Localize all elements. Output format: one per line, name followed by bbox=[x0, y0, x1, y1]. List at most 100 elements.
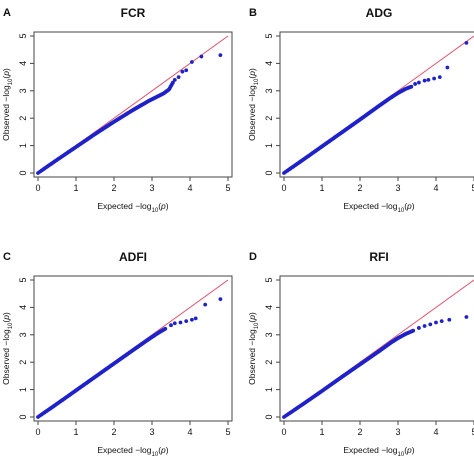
y-tick-label: 5 bbox=[264, 277, 274, 282]
x-tick-label: 4 bbox=[187, 427, 192, 437]
x-tick-label: 0 bbox=[35, 427, 40, 437]
y-tick-label: 5 bbox=[18, 277, 28, 282]
x-tick-label: 0 bbox=[281, 183, 286, 193]
qq-tail-point bbox=[193, 316, 198, 321]
x-tick-label: 4 bbox=[433, 427, 438, 437]
y-axis-label: Observed −log10(p) bbox=[1, 312, 14, 385]
x-axis-label: Expected −log10(p) bbox=[97, 201, 168, 214]
panel-letter: A bbox=[3, 7, 11, 19]
qq-tail-point bbox=[180, 69, 185, 74]
x-tick-label: 2 bbox=[111, 427, 116, 437]
qq-tail-point bbox=[190, 317, 194, 322]
x-tick-label: 5 bbox=[471, 427, 474, 437]
y-tick-label: 4 bbox=[18, 61, 28, 66]
y-tick-label: 4 bbox=[264, 61, 274, 66]
qq-tail-point bbox=[199, 54, 204, 59]
x-tick-label: 5 bbox=[225, 427, 230, 437]
x-axis-label: Expected −log10(p) bbox=[343, 201, 414, 214]
qq-tail-point bbox=[413, 82, 417, 86]
x-tick-label: 1 bbox=[319, 183, 324, 193]
y-tick-label: 3 bbox=[18, 332, 28, 337]
y-tick-label: 2 bbox=[264, 116, 274, 121]
qq-tail-point bbox=[184, 68, 189, 73]
y-tick-label: 1 bbox=[264, 143, 274, 148]
qq-tail-point bbox=[417, 326, 421, 330]
qq-point bbox=[171, 80, 175, 85]
panel-title: ADG bbox=[366, 6, 393, 20]
y-tick-label: 0 bbox=[264, 414, 274, 419]
y-axis-label: Observed −log10(p) bbox=[247, 68, 260, 141]
panel-title: RFI bbox=[369, 250, 388, 264]
x-tick-label: 1 bbox=[319, 427, 324, 437]
x-tick-label: 1 bbox=[73, 183, 78, 193]
y-tick-label: 1 bbox=[18, 143, 28, 148]
y-tick-label: 4 bbox=[18, 305, 28, 310]
qq-tail-point bbox=[422, 324, 427, 328]
x-tick-label: 1 bbox=[73, 427, 78, 437]
x-tick-label: 4 bbox=[187, 183, 192, 193]
qq-panel-adfi: C ADFI 0 1 2 3 4 5 0 1 2 3 4 5 Expected −log10(p) Obser… bbox=[1, 250, 233, 458]
x-tick-label: 3 bbox=[395, 183, 400, 193]
qq-tail-point bbox=[178, 320, 183, 325]
qq-tail-point bbox=[169, 323, 173, 328]
qq-panel-fcr: A FCR 0 1 2 3 4 5 0 1 2 3 4 5 Expected −log10(p) Observ… bbox=[1, 6, 233, 214]
x-tick-label: 3 bbox=[149, 427, 154, 437]
x-tick-label: 3 bbox=[395, 427, 400, 437]
plot-frame bbox=[33, 275, 233, 422]
y-tick-label: 5 bbox=[18, 33, 28, 38]
y-tick-label: 3 bbox=[264, 88, 274, 93]
qq-tail-point bbox=[190, 60, 194, 64]
qq-tail-point bbox=[417, 80, 421, 85]
qq-tail-point bbox=[176, 75, 181, 79]
qq-tail-point bbox=[434, 320, 438, 325]
plot-frame bbox=[279, 275, 474, 422]
x-tick-label: 5 bbox=[471, 183, 474, 193]
y-tick-label: 1 bbox=[18, 387, 28, 392]
qq-point bbox=[409, 84, 414, 89]
qq-tail-point bbox=[464, 315, 469, 319]
y-tick-label: 2 bbox=[264, 360, 274, 365]
x-tick-label: 0 bbox=[281, 427, 286, 437]
x-tick-label: 5 bbox=[225, 183, 230, 193]
qq-tail-point bbox=[218, 53, 223, 58]
y-tick-label: 2 bbox=[18, 360, 28, 365]
y-axis-label: Observed −log10(p) bbox=[1, 68, 14, 141]
qq-point bbox=[163, 326, 168, 331]
x-tick-label: 0 bbox=[35, 183, 40, 193]
qq-tail-point bbox=[184, 319, 189, 323]
x-tick-label: 2 bbox=[357, 427, 362, 437]
x-tick-label: 2 bbox=[357, 183, 362, 193]
y-tick-label: 1 bbox=[264, 387, 274, 392]
y-axis-label: Observed −log10(p) bbox=[247, 312, 260, 385]
panel-letter: B bbox=[249, 7, 257, 19]
qq-panel-adg: B ADG 0 1 2 3 4 5 0 1 2 3 4 5 Expected −log10(p) Observ… bbox=[247, 6, 474, 214]
qq-tail-point bbox=[437, 75, 442, 79]
qq-tail-point bbox=[172, 77, 177, 82]
x-axis-label: Expected −log10(p) bbox=[343, 445, 414, 458]
qq-tail-point bbox=[447, 317, 452, 322]
qq-tail-point bbox=[426, 77, 431, 82]
qq-tail-point bbox=[445, 65, 450, 70]
y-tick-label: 0 bbox=[18, 414, 28, 419]
qq-tail-point bbox=[432, 76, 436, 81]
qq-tail-point bbox=[422, 78, 427, 83]
x-tick-label: 2 bbox=[111, 183, 116, 193]
y-tick-label: 5 bbox=[264, 33, 274, 38]
qq-tail-point bbox=[218, 297, 223, 302]
panel-letter: C bbox=[3, 251, 11, 263]
y-tick-label: 4 bbox=[264, 305, 274, 310]
y-tick-label: 0 bbox=[18, 170, 28, 175]
qq-tail-point bbox=[428, 322, 433, 327]
qq-panel-rfi: D RFI 0 1 2 3 4 5 0 1 2 3 4 5 Expected −log10(p) Observ… bbox=[247, 250, 474, 458]
qq-tail-point bbox=[172, 321, 177, 326]
plot-frame bbox=[33, 31, 233, 178]
panel-letter: D bbox=[249, 251, 257, 263]
y-tick-label: 2 bbox=[18, 116, 28, 121]
qq-tail-point bbox=[439, 319, 444, 323]
panel-title: FCR bbox=[121, 6, 146, 20]
qq-tail-point bbox=[203, 302, 208, 307]
panel-title: ADFI bbox=[119, 250, 147, 264]
x-axis-label: Expected −log10(p) bbox=[97, 445, 168, 458]
x-tick-label: 4 bbox=[433, 183, 438, 193]
